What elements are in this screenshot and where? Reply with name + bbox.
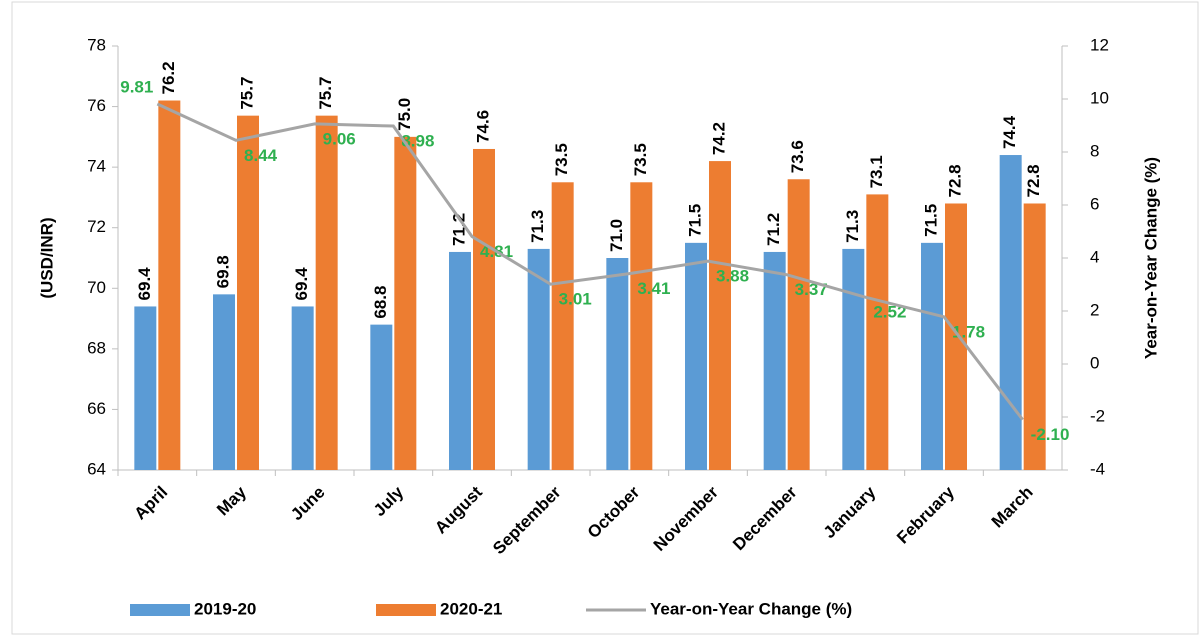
- y2-axis-label: Year-on-Year Change (%): [1141, 157, 1160, 359]
- x-tick-label: June: [287, 483, 328, 524]
- bar: [842, 248, 865, 470]
- y-tick-label: 76: [87, 96, 106, 115]
- y-axis-label: (USD/INR): [37, 217, 56, 298]
- y-tick-label: 64: [87, 459, 106, 478]
- x-tick-label: October: [584, 482, 644, 542]
- line-value-label: -2.10: [1031, 425, 1070, 444]
- legend-label: Year-on-Year Change (%): [650, 599, 852, 618]
- y-tick-label: 74: [87, 157, 106, 176]
- line-value-label: 8.44: [244, 146, 278, 165]
- x-tick-label: May: [213, 482, 250, 519]
- bar-value-label: 71.2: [449, 213, 468, 246]
- y2-tick-label: 10: [1090, 88, 1109, 107]
- line-value-label: 8.98: [401, 132, 434, 151]
- line-value-label: 9.81: [120, 78, 153, 97]
- bar-value-label: 73.6: [788, 140, 807, 173]
- bar: [291, 306, 314, 470]
- bar-value-label: 75.7: [316, 77, 335, 110]
- bar-value-label: 72.8: [945, 164, 964, 197]
- chart-frame: [11, 1, 1199, 635]
- bar: [237, 115, 259, 471]
- line-value-label: 3.88: [716, 267, 749, 286]
- x-tick-label: January: [820, 482, 880, 542]
- bar: [709, 161, 731, 471]
- x-tick-label: December: [729, 482, 801, 554]
- x-tick-label: March: [988, 483, 1037, 532]
- legend-swatch: [130, 604, 190, 616]
- x-tick-label: November: [650, 482, 722, 554]
- bar-value-label: 71.3: [843, 210, 862, 243]
- bar-value-label: 69.8: [213, 255, 232, 288]
- y2-tick-label: 2: [1090, 300, 1099, 319]
- y2-tick-label: 12: [1090, 35, 1109, 54]
- bar: [449, 251, 471, 470]
- line-value-label: 9.06: [323, 129, 356, 148]
- bar: [763, 251, 786, 470]
- bar: [630, 182, 653, 471]
- bar-value-label: 76.2: [159, 61, 178, 94]
- legend-label: 2019-20: [194, 599, 256, 618]
- bar-value-label: 72.8: [1024, 164, 1043, 197]
- bar: [685, 242, 707, 470]
- bar-value-label: 71.5: [685, 204, 704, 237]
- y2-tick-label: 0: [1090, 353, 1099, 372]
- bar: [787, 179, 810, 470]
- bar-value-label: 74.2: [709, 122, 728, 155]
- bar: [473, 148, 495, 470]
- bar: [866, 194, 889, 470]
- y-tick-label: 68: [87, 338, 106, 357]
- legend-label: 2020-21: [440, 599, 502, 618]
- bar: [315, 115, 338, 471]
- y2-tick-label: -2: [1090, 406, 1105, 425]
- y2-tick-label: -4: [1090, 459, 1105, 478]
- bar: [921, 242, 943, 470]
- bar: [1023, 203, 1046, 470]
- bar-value-label: 68.8: [371, 286, 390, 319]
- y2-tick-label: 6: [1090, 194, 1099, 213]
- x-tick-label: September: [489, 482, 565, 558]
- bar-value-label: 74.4: [1000, 115, 1019, 149]
- bar: [134, 306, 157, 470]
- y-tick-label: 72: [87, 217, 106, 236]
- x-tick-label: April: [131, 483, 172, 524]
- bar-value-label: 74.6: [473, 110, 492, 143]
- bar: [158, 100, 181, 470]
- bar-value-label: 69.4: [292, 267, 311, 301]
- bar-value-label: 75.0: [395, 98, 414, 131]
- bar: [370, 324, 393, 470]
- y-tick-label: 78: [87, 35, 106, 54]
- x-tick-label: August: [431, 482, 486, 537]
- legend-swatch: [376, 604, 436, 616]
- bar: [527, 248, 550, 470]
- bar-value-label: 71.3: [528, 210, 547, 243]
- bar-value-label: 73.5: [631, 143, 650, 176]
- y2-tick-label: 8: [1090, 141, 1099, 160]
- y-tick-label: 66: [87, 399, 106, 418]
- bar: [213, 294, 235, 470]
- x-tick-label: July: [370, 482, 408, 520]
- y-tick-label: 70: [87, 278, 106, 297]
- bar-value-label: 75.7: [237, 77, 256, 110]
- bar-value-label: 71.2: [764, 213, 783, 246]
- bar: [945, 203, 967, 470]
- bar: [606, 258, 629, 470]
- line-value-label: 2.52: [873, 303, 906, 322]
- y2-tick-label: 4: [1090, 247, 1099, 266]
- bar-value-label: 69.4: [135, 267, 154, 301]
- x-tick-label: February: [893, 482, 958, 547]
- bar-value-label: 71.0: [607, 219, 626, 252]
- line-value-label: 3.01: [559, 290, 592, 309]
- bar: [551, 182, 574, 471]
- line-value-label: 3.41: [637, 279, 670, 298]
- bar-value-label: 73.1: [867, 155, 886, 188]
- bar: [999, 155, 1022, 470]
- line: [156, 102, 1024, 421]
- bar-value-label: 71.5: [921, 204, 940, 237]
- bar: [394, 136, 417, 470]
- bar-value-label: 73.5: [552, 143, 571, 176]
